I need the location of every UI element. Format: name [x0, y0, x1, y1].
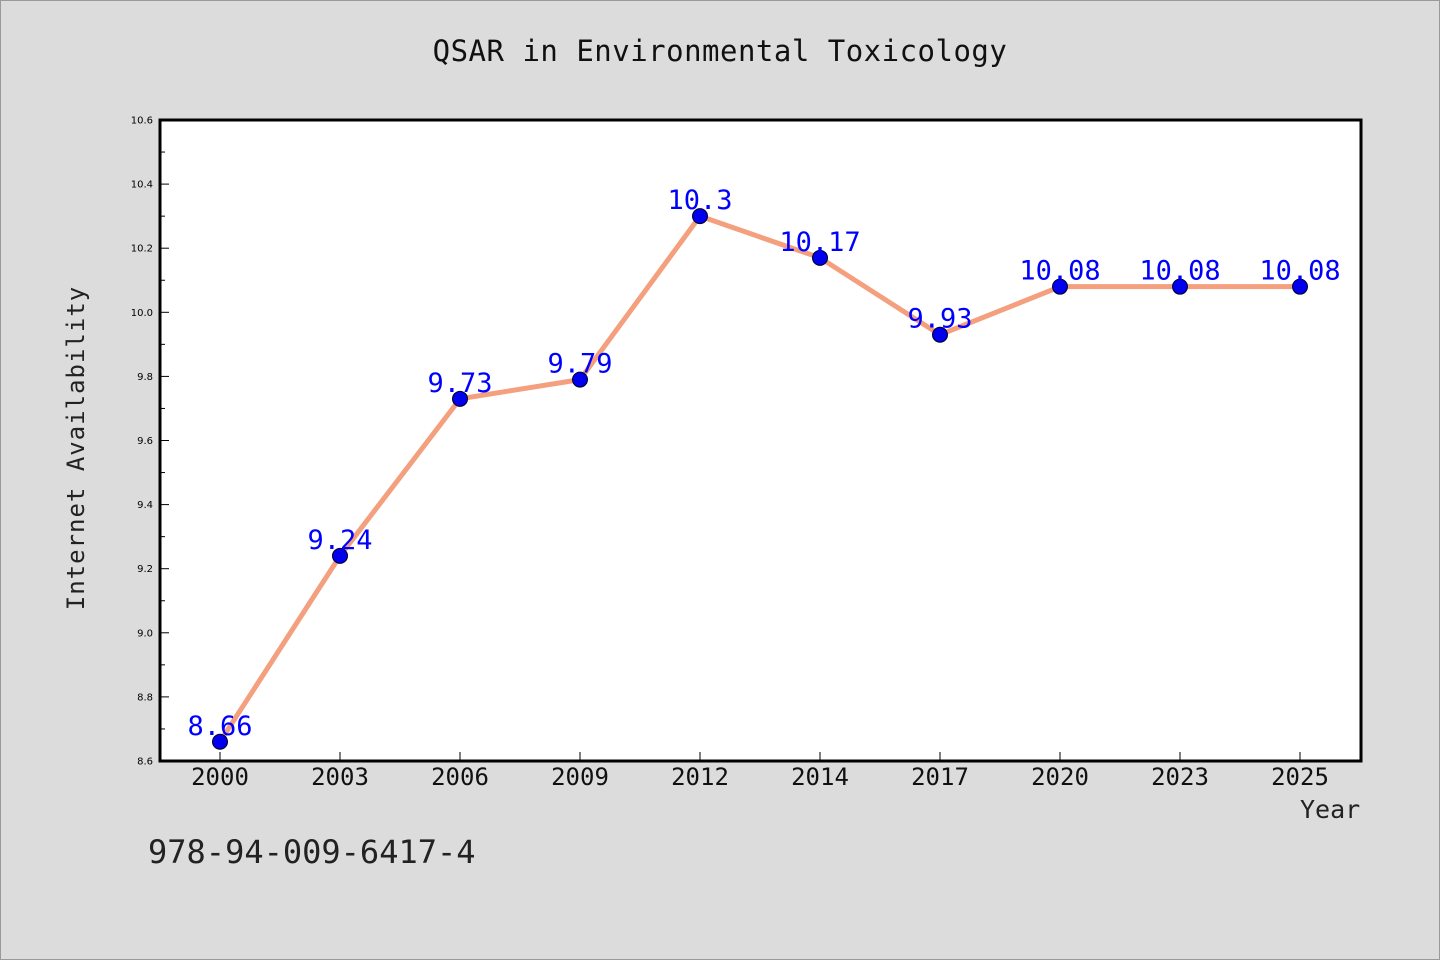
y-tick-label: 8.6 — [137, 757, 153, 768]
data-label: 10.08 — [1019, 256, 1100, 287]
x-tick-label: 2012 — [671, 763, 729, 791]
y-tick-label: 9.4 — [137, 500, 153, 511]
x-axis-ticks: 2000 2003 2006 2009 2012 2014 2017 2020 2023 2025 — [191, 752, 1329, 791]
data-label: 9.73 — [427, 368, 492, 399]
data-label: 10.08 — [1139, 256, 1220, 287]
data-point — [572, 371, 588, 388]
y-tick-label: 8.8 — [137, 692, 153, 703]
data-point — [332, 547, 348, 564]
plot-area — [160, 120, 1361, 761]
y-tick-label: 9.2 — [137, 564, 153, 575]
data-label: 10.08 — [1259, 256, 1340, 287]
x-tick-label: 2006 — [431, 763, 489, 791]
data-point — [812, 249, 828, 266]
data-label: 10.3 — [667, 185, 732, 216]
y-tick-label: 9.8 — [137, 372, 153, 383]
data-point — [692, 208, 708, 225]
x-tick-label: 2000 — [191, 763, 249, 791]
x-tick-label: 2003 — [311, 763, 369, 791]
x-tick-label: 2014 — [791, 763, 849, 791]
data-point — [452, 390, 468, 407]
plot-border — [158, 118, 1363, 763]
x-tick-label: 2025 — [1271, 763, 1329, 791]
y-tick-label: 10.2 — [131, 244, 153, 255]
data-label: 9.93 — [907, 304, 972, 335]
data-point — [212, 733, 228, 750]
data-label: 9.79 — [547, 349, 612, 380]
y-tick-label: 10.0 — [131, 308, 153, 319]
chart-title: QSAR in Environmental Toxicology — [432, 34, 1008, 68]
x-tick-label: 2017 — [911, 763, 969, 791]
x-axis-title: Year — [1300, 795, 1361, 824]
x-tick-label: 2009 — [551, 763, 609, 791]
isbn-text: 978-94-009-6417-4 — [148, 833, 476, 871]
data-label: 10.17 — [779, 227, 860, 258]
series-line — [217, 213, 1303, 745]
x-tick-label: 2020 — [1031, 763, 1089, 791]
x-tick-label: 2023 — [1151, 763, 1209, 791]
y-tick-label: 9.6 — [137, 436, 153, 447]
data-label: 9.24 — [307, 525, 372, 556]
data-points — [212, 208, 1308, 750]
data-point — [1292, 278, 1308, 295]
data-labels: 8.66 9.24 9.73 9.79 10.3 10.17 9.93 10.08 10.08 1… — [187, 185, 1340, 742]
y-tick-label: 10.4 — [131, 180, 153, 191]
data-label: 8.66 — [187, 711, 252, 742]
y-tick-label: 10.6 — [131, 116, 153, 127]
data-point — [1052, 278, 1068, 295]
y-tick-label: 9.0 — [137, 628, 153, 639]
data-point — [932, 326, 948, 343]
data-point — [1172, 278, 1188, 295]
